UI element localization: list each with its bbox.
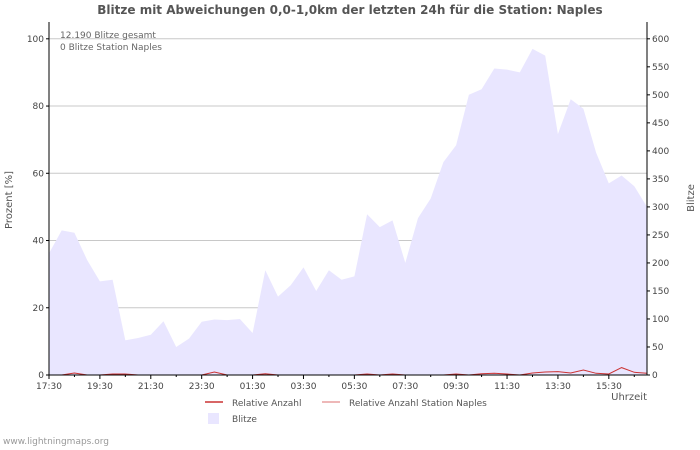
legend: Relative Anzahl Relative Anzahl Station … [205,399,487,425]
y-axis-left-label: Prozent [%] [4,171,15,229]
y-left-tick-label: 100 [27,35,44,45]
y-right-tick-label: 150 [652,287,669,297]
y-right-tick-label: 450 [652,119,669,129]
x-tick-label: 09:30 [443,382,469,392]
footer-credit: www.lightningmaps.org [3,437,109,447]
x-tick-label: 19:30 [87,382,113,392]
x-tick-label: 23:30 [189,382,215,392]
y-right-tick-label: 100 [652,315,669,325]
x-tick-label: 13:30 [545,382,571,392]
info-total-count: 12.190 Blitze gesamt [60,31,156,41]
chart-title: Blitze mit Abweichungen 0,0-1,0km der le… [97,3,603,17]
y-left-tick-label: 0 [38,371,44,381]
info-station-count: 0 Blitze Station Naples [60,43,162,53]
x-tick-label: 15:30 [596,382,622,392]
x-tick-label: 07:30 [392,382,418,392]
y-right-tick-label: 500 [652,91,669,101]
legend-label-station: Relative Anzahl Station Naples [349,399,487,409]
x-axis-label: Uhrzeit [611,392,647,403]
label-layer: 0 20 40 60 80 100 0 50 100 150 200 250 300 350 400 450 5… [27,35,670,392]
axis-layer [46,22,650,379]
y-right-tick-label: 400 [652,147,669,157]
y-left-tick-label: 20 [33,304,45,314]
x-tick-label: 11:30 [494,382,520,392]
y-right-tick-label: 200 [652,259,669,269]
blitze-area [49,48,647,376]
y-axis-right-label: Blitze [686,184,697,212]
x-tick-label: 17:30 [36,382,62,392]
y-right-tick-label: 600 [652,35,669,45]
y-right-tick-label: 250 [652,231,669,241]
legend-label-blitze: Blitze [232,415,257,425]
x-tick-label: 01:30 [240,382,266,392]
legend-swatch-blitze [208,413,219,424]
y-left-tick-label: 60 [33,169,45,179]
y-right-tick-label: 300 [652,203,669,213]
y-right-tick-label: 550 [652,63,669,73]
y-left-tick-label: 40 [33,237,45,247]
legend-label-relative: Relative Anzahl [232,399,301,409]
x-tick-label: 05:30 [341,382,367,392]
x-tick-label: 21:30 [138,382,164,392]
y-right-tick-label: 0 [652,371,658,381]
x-tick-label: 03:30 [290,382,316,392]
y-right-tick-label: 50 [652,343,664,353]
y-right-tick-label: 350 [652,175,669,185]
area-layer [49,48,647,376]
y-left-tick-label: 80 [33,102,45,112]
